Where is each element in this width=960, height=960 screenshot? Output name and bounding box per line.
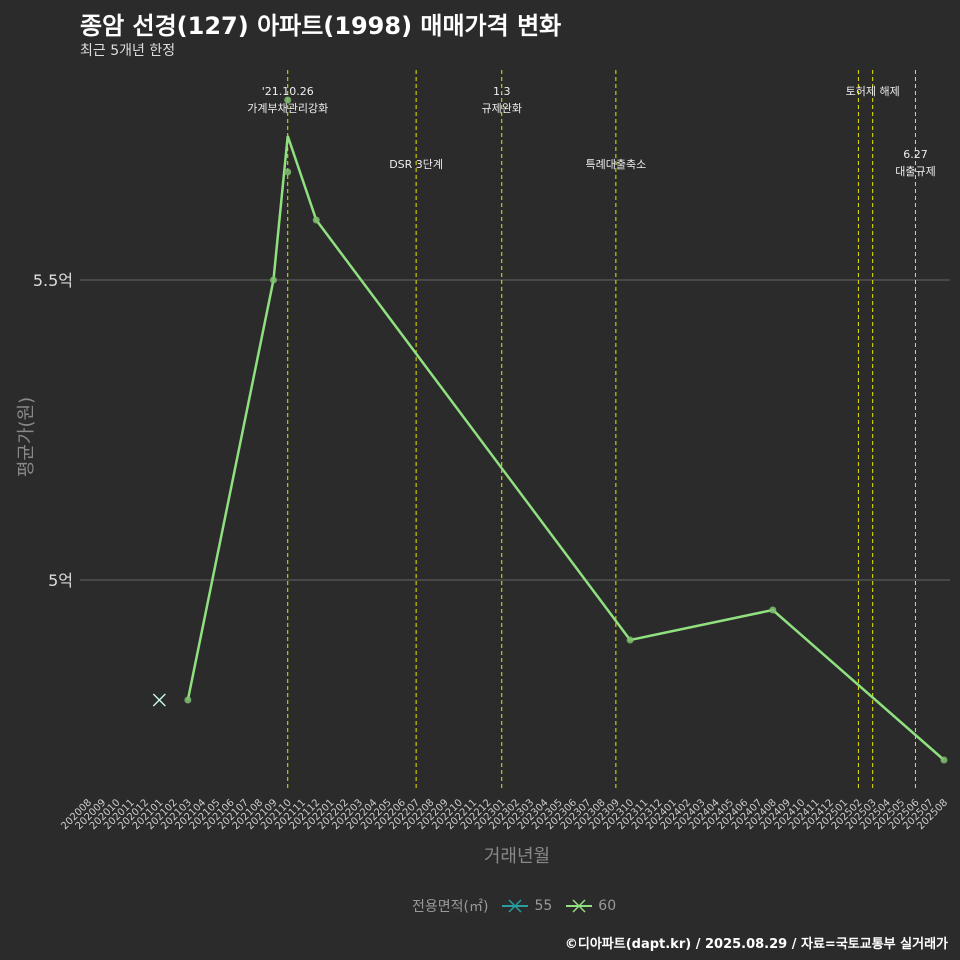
legend: 전용면적(㎡) 55 60 [412, 896, 616, 916]
data-point-55 [152, 693, 166, 707]
data-point-60 [184, 696, 192, 704]
series-line-60 [186, 135, 945, 761]
y-tick-label: 5.5억 [33, 271, 73, 290]
legend-item-55: 55 [502, 898, 552, 914]
legend-label-55: 55 [534, 898, 553, 914]
data-point-60 [769, 606, 777, 614]
data-point-60 [312, 216, 320, 224]
chart-subtitle: 최근 5개년 한정 [80, 43, 176, 59]
y-tick-label: 5억 [48, 571, 73, 590]
x-axis-label: 거래년월 [483, 846, 551, 867]
source-credit: ©디아파트(dapt.kr) / 2025.08.29 / 자료=국토교통부 실… [564, 937, 948, 952]
event-label: DSR 3단계 [389, 158, 443, 171]
data-point-60 [284, 168, 292, 176]
event-label: 특례대출축소 [585, 158, 646, 171]
event-label: 대출규제 [895, 165, 935, 178]
data-point-60 [940, 756, 948, 764]
event-label: 토허제 해제 [846, 84, 900, 98]
chart-title: 종암 선경(127) 아파트(1998) 매매가격 변화 [80, 12, 562, 40]
legend-item-60: 60 [566, 898, 616, 914]
legend-title: 전용면적(㎡) [412, 899, 489, 915]
data-point-60 [284, 96, 292, 104]
event-label: 6.27 [903, 148, 928, 161]
event-label: 가계부채관리강화 [247, 102, 328, 115]
data-point-60 [269, 276, 277, 284]
event-label: 1.3 [493, 85, 511, 98]
legend-label-60: 60 [598, 898, 617, 914]
event-label: 규제완화 [481, 102, 521, 115]
event-label: '21.10.26 [262, 85, 314, 98]
data-point-60 [626, 636, 634, 644]
y-axis-label: 평균가(원) [16, 396, 37, 478]
